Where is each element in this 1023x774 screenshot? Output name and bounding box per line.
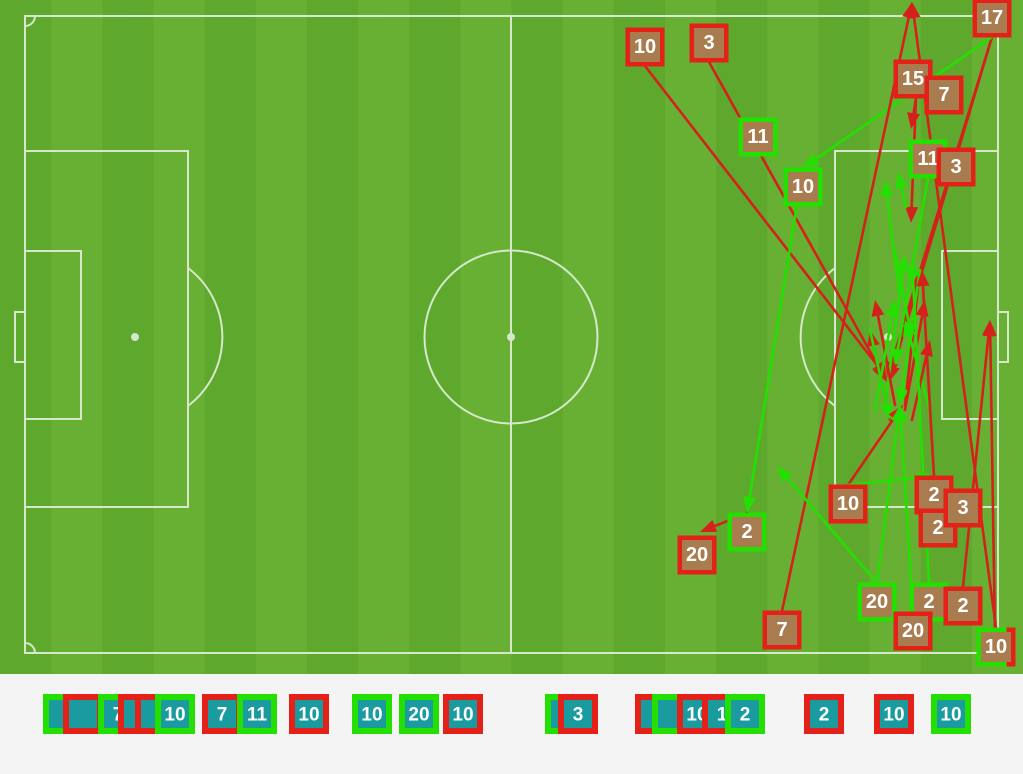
svg-text:2: 2	[932, 517, 943, 539]
svg-text:3: 3	[950, 156, 961, 178]
svg-text:7: 7	[776, 619, 787, 641]
svg-text:10: 10	[985, 636, 1007, 658]
svg-text:10: 10	[792, 176, 814, 198]
svg-text:10: 10	[298, 705, 319, 726]
svg-text:10: 10	[940, 705, 961, 726]
svg-text:11: 11	[917, 148, 938, 170]
svg-text:3: 3	[703, 32, 714, 54]
svg-text:7: 7	[217, 705, 228, 726]
svg-text:2: 2	[957, 595, 968, 617]
svg-text:3: 3	[573, 705, 584, 726]
svg-text:10: 10	[452, 705, 473, 726]
svg-text:10: 10	[837, 493, 859, 515]
svg-text:11: 11	[247, 705, 268, 726]
svg-text:10: 10	[634, 36, 656, 58]
svg-text:3: 3	[957, 497, 968, 519]
svg-text:10: 10	[361, 705, 382, 726]
svg-text:2: 2	[741, 521, 752, 543]
svg-text:2: 2	[819, 705, 830, 726]
svg-text:2: 2	[923, 591, 934, 613]
svg-text:7: 7	[938, 84, 949, 106]
svg-text:2: 2	[928, 484, 939, 506]
svg-text:10: 10	[164, 705, 185, 726]
svg-text:20: 20	[686, 544, 708, 566]
svg-text:20: 20	[902, 620, 924, 642]
svg-text:2: 2	[740, 705, 751, 726]
svg-text:20: 20	[408, 705, 429, 726]
svg-text:15: 15	[902, 68, 924, 90]
svg-text:17: 17	[981, 7, 1003, 29]
svg-text:11: 11	[747, 126, 768, 148]
svg-text:20: 20	[866, 591, 888, 613]
svg-text:10: 10	[883, 705, 904, 726]
